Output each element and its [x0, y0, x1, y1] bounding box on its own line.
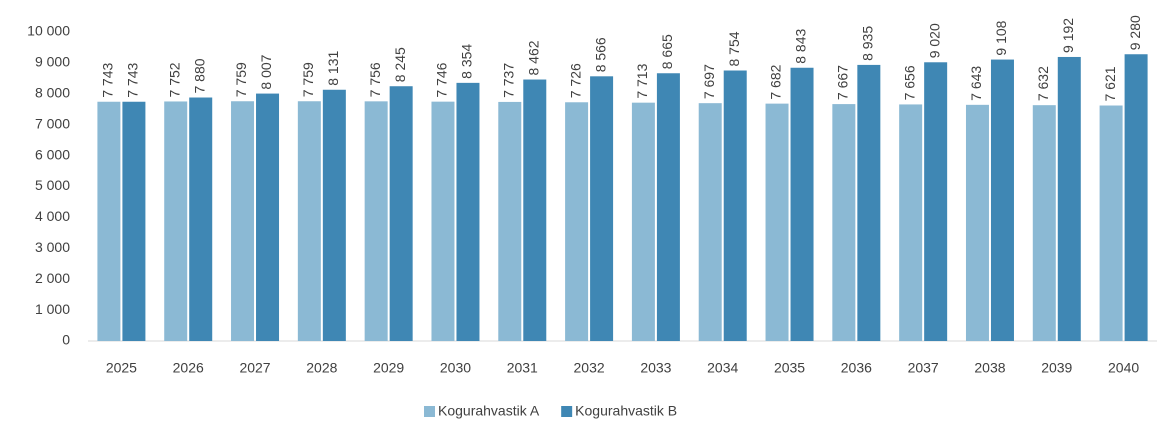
bar: [322, 89, 346, 341]
bar: [498, 101, 522, 341]
data-label: 7 632: [1035, 66, 1051, 101]
data-label: 8 131: [325, 51, 341, 86]
bar: [256, 93, 280, 341]
y-tick-label: 10 000: [27, 23, 70, 39]
y-tick-label: 1 000: [35, 301, 70, 317]
x-tick-label: 2030: [440, 360, 471, 376]
y-tick-label: 8 000: [35, 85, 70, 101]
x-tick-label: 2026: [173, 360, 204, 376]
data-label: 8 754: [726, 31, 742, 66]
x-tick-label: 2032: [574, 360, 605, 376]
bar: [189, 97, 213, 342]
x-tick-label: 2034: [707, 360, 738, 376]
data-label: 7 743: [125, 62, 141, 97]
data-label: 8 462: [525, 40, 541, 75]
data-label: 7 621: [1102, 66, 1118, 101]
bar: [965, 104, 989, 341]
bar: [122, 101, 146, 341]
x-tick-label: 2035: [774, 360, 805, 376]
data-label: 7 880: [191, 58, 207, 93]
data-label: 7 667: [835, 65, 851, 100]
x-tick-label: 2039: [1041, 360, 1072, 376]
data-label: 7 756: [367, 62, 383, 97]
legend-label: Kogurahvastik B: [575, 403, 677, 419]
x-tick-label: 2037: [908, 360, 939, 376]
data-label: 7 752: [166, 62, 182, 97]
data-label: 7 697: [701, 64, 717, 99]
data-label: 7 746: [434, 62, 450, 97]
data-label: 8 665: [659, 34, 675, 69]
data-label: 7 682: [768, 64, 784, 99]
bar: [924, 62, 948, 341]
x-tick-label: 2029: [373, 360, 404, 376]
bar: [164, 101, 188, 342]
data-label: 8 935: [860, 26, 876, 61]
data-label: 8 354: [459, 44, 475, 79]
bar: [523, 79, 547, 341]
bar: [765, 103, 789, 342]
data-label: 9 280: [1127, 15, 1143, 50]
x-tick-label: 2028: [306, 360, 337, 376]
bar: [990, 59, 1014, 341]
bar: [631, 102, 655, 341]
data-label: 9 020: [926, 23, 942, 58]
x-tick-label: 2036: [841, 360, 872, 376]
data-label: 7 743: [100, 62, 116, 97]
data-label: 7 759: [233, 62, 249, 97]
bar: [97, 101, 121, 341]
bar: [857, 64, 881, 341]
data-label: 7 737: [500, 63, 516, 98]
bar: [565, 102, 589, 341]
legend-label: Kogurahvastik A: [438, 403, 540, 419]
bar: [1124, 54, 1148, 342]
y-tick-label: 7 000: [35, 115, 70, 131]
y-tick-label: 4 000: [35, 208, 70, 224]
data-label: 8 566: [592, 37, 608, 72]
bar: [656, 73, 680, 342]
y-tick-label: 0: [62, 332, 70, 348]
x-tick-label: 2031: [507, 360, 538, 376]
x-tick-label: 2027: [239, 360, 270, 376]
data-label: 7 726: [567, 63, 583, 98]
data-label: 7 713: [634, 63, 650, 98]
data-label: 8 843: [793, 29, 809, 64]
x-tick-label: 2038: [974, 360, 1005, 376]
bar: [297, 101, 321, 341]
y-tick-label: 6 000: [35, 146, 70, 162]
data-label: 9 192: [1060, 18, 1076, 53]
x-tick-label: 2040: [1108, 360, 1139, 376]
data-label: 7 643: [968, 66, 984, 101]
y-tick-label: 5 000: [35, 177, 70, 193]
bar: [899, 104, 923, 342]
bar: [231, 101, 255, 341]
bar: [364, 101, 388, 341]
bar: [790, 67, 814, 342]
data-label: 8 007: [258, 54, 274, 89]
bar: [832, 104, 856, 342]
bar: [1057, 56, 1081, 342]
data-label: 7 656: [901, 65, 917, 100]
bar: [431, 101, 455, 342]
bar: [1032, 105, 1056, 341]
x-tick-label: 2033: [640, 360, 671, 376]
data-label: 9 108: [993, 20, 1009, 55]
data-label: 7 759: [300, 62, 316, 97]
y-tick-label: 9 000: [35, 54, 70, 70]
bar: [456, 82, 480, 342]
bar: [698, 103, 722, 342]
y-tick-label: 2 000: [35, 270, 70, 286]
bar: [1099, 105, 1123, 341]
bar: [723, 70, 747, 341]
legend-swatch: [561, 406, 573, 417]
bar: [590, 76, 614, 341]
legend-swatch: [424, 406, 435, 417]
bar: [389, 86, 413, 342]
y-tick-label: 3 000: [35, 239, 70, 255]
data-label: 8 245: [392, 47, 408, 82]
x-tick-label: 2025: [106, 360, 137, 376]
